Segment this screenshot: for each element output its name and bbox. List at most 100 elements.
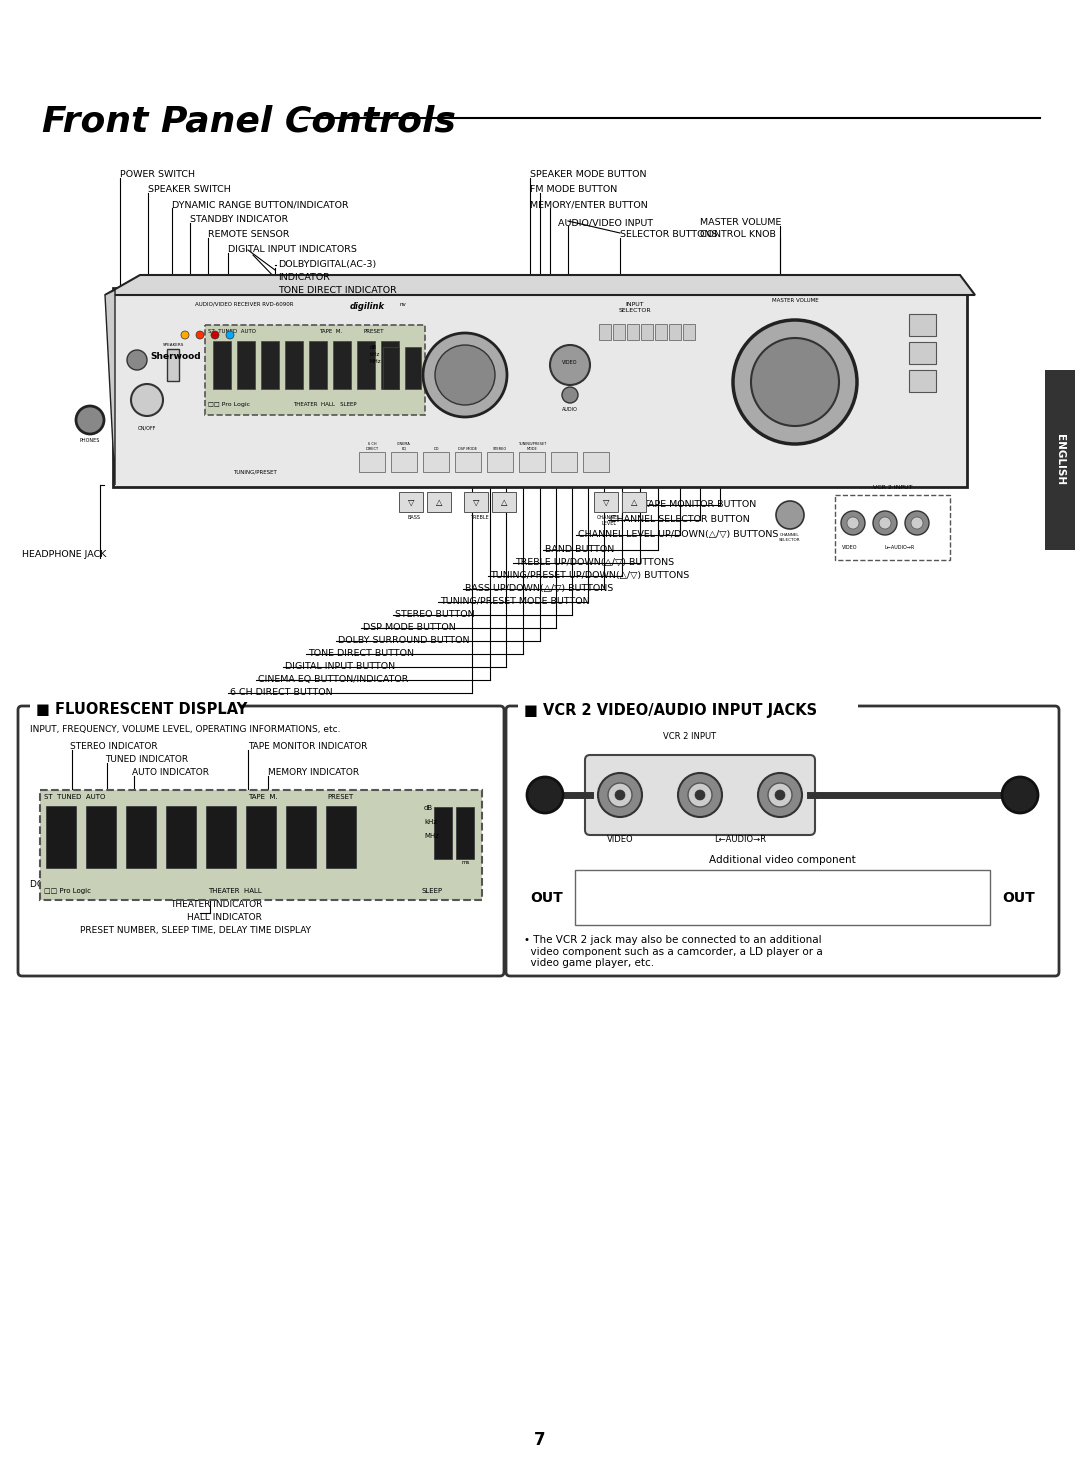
Text: STANDBY INDICATOR: STANDBY INDICATOR [190,214,288,223]
Text: ENGLISH: ENGLISH [1055,435,1065,485]
FancyBboxPatch shape [18,705,504,976]
Text: CINEMA
EQ: CINEMA EQ [397,442,410,451]
Text: ▽: ▽ [408,497,415,506]
Circle shape [879,518,891,529]
Circle shape [181,331,189,339]
Text: □□ Pro Logic: □□ Pro Logic [44,887,91,893]
Text: TUNING/PRESET UP/DOWN(△/▽) BUTTONS: TUNING/PRESET UP/DOWN(△/▽) BUTTONS [490,571,689,580]
FancyBboxPatch shape [46,806,76,868]
Text: MHz: MHz [424,833,438,839]
Text: ▽: ▽ [603,497,609,506]
Circle shape [615,790,625,800]
Text: HALL INDICATOR: HALL INDICATOR [187,913,261,921]
FancyBboxPatch shape [585,754,815,836]
FancyBboxPatch shape [654,324,667,340]
Text: PRESET: PRESET [327,794,353,800]
Text: ■ VCR 2 VIDEO/AUDIO INPUT JACKS: ■ VCR 2 VIDEO/AUDIO INPUT JACKS [524,703,818,717]
Text: DD: DD [433,447,438,451]
Circle shape [912,518,923,529]
Text: VCR 2 INPUT: VCR 2 INPUT [663,732,716,741]
FancyBboxPatch shape [383,348,399,389]
FancyBboxPatch shape [594,493,618,512]
Text: DSP MODE BUTTON: DSP MODE BUTTON [363,623,456,632]
FancyBboxPatch shape [627,324,639,340]
Text: CHANNEL
LEVEL: CHANNEL LEVEL [597,515,621,527]
Circle shape [562,387,578,402]
FancyBboxPatch shape [357,342,375,389]
Circle shape [195,331,204,339]
Circle shape [423,333,507,417]
Text: AUDIO: AUDIO [562,407,578,413]
Text: CHANNEL
SELECTOR: CHANNEL SELECTOR [779,532,800,541]
FancyBboxPatch shape [423,453,449,472]
Text: VIDEO: VIDEO [842,544,858,550]
Text: CHANNEL LEVEL UP/DOWN(△/▽) BUTTONS: CHANNEL LEVEL UP/DOWN(△/▽) BUTTONS [578,529,779,538]
Text: POWER SWITCH: POWER SWITCH [120,170,195,179]
Text: TAPE MONITOR INDICATOR: TAPE MONITOR INDICATOR [248,742,367,751]
Text: STEREO: STEREO [492,447,508,451]
Text: STEREO INDICATOR: STEREO INDICATOR [70,742,158,751]
Text: ST  TUNED  AUTO: ST TUNED AUTO [208,328,256,334]
Text: TUNING/PRESET MODE BUTTON: TUNING/PRESET MODE BUTTON [440,598,590,606]
FancyBboxPatch shape [40,790,482,901]
Text: 6 CH DIRECT BUTTON: 6 CH DIRECT BUTTON [230,688,333,697]
FancyBboxPatch shape [206,806,237,868]
FancyBboxPatch shape [835,495,950,561]
Text: Sherwood: Sherwood [150,352,201,361]
Text: CONTROL KNOB: CONTROL KNOB [700,231,775,240]
Text: INPUT, FREQUENCY, VOLUME LEVEL, OPERATING INFORMATIONS, etc.: INPUT, FREQUENCY, VOLUME LEVEL, OPERATIN… [30,725,340,734]
Circle shape [768,782,792,808]
Text: △: △ [501,497,508,506]
Circle shape [131,385,163,416]
Text: Additional video component: Additional video component [708,855,855,865]
Text: dB: dB [424,805,433,810]
Circle shape [696,790,705,800]
Circle shape [758,774,802,816]
Text: TREBLE: TREBLE [470,515,488,521]
Text: ■ FLUORESCENT DISPLAY: ■ FLUORESCENT DISPLAY [36,703,247,717]
Text: ON/OFF: ON/OFF [138,426,157,430]
Circle shape [527,776,563,813]
Text: OUT: OUT [1002,890,1035,905]
Polygon shape [105,290,114,485]
FancyBboxPatch shape [455,453,481,472]
Text: 7: 7 [535,1432,545,1449]
FancyBboxPatch shape [583,453,609,472]
Text: DOLBY(□□) PRO LOGIC INDICATOR: DOLBY(□□) PRO LOGIC INDICATOR [30,880,188,889]
FancyBboxPatch shape [456,808,474,859]
FancyBboxPatch shape [326,806,356,868]
Text: MEMORY/ENTER BUTTON: MEMORY/ENTER BUTTON [530,200,648,209]
Text: △: △ [631,497,637,506]
Text: BASS UP/DOWN(△/▽) BUTTONS: BASS UP/DOWN(△/▽) BUTTONS [465,584,613,593]
Text: △: △ [435,497,442,506]
Polygon shape [105,275,975,294]
Text: PRESET: PRESET [363,328,383,334]
Circle shape [847,518,859,529]
Text: DSP MODE: DSP MODE [459,447,477,451]
FancyBboxPatch shape [909,342,936,364]
FancyBboxPatch shape [213,342,231,389]
FancyBboxPatch shape [464,493,488,512]
Circle shape [226,331,234,339]
Text: DIGITAL INPUT INDICATORS: DIGITAL INPUT INDICATORS [228,246,356,254]
Text: OUT: OUT [530,890,563,905]
FancyBboxPatch shape [518,701,858,719]
Text: ST  TUNED  AUTO: ST TUNED AUTO [44,794,106,800]
Text: MASTER VOLUME: MASTER VOLUME [772,297,819,303]
FancyBboxPatch shape [126,806,156,868]
FancyBboxPatch shape [669,324,681,340]
Text: TAPE  M.: TAPE M. [320,328,342,334]
FancyBboxPatch shape [205,325,426,416]
Circle shape [777,501,804,529]
FancyBboxPatch shape [683,324,696,340]
Text: AUTO INDICATOR: AUTO INDICATOR [132,768,210,776]
Text: DIGITAL INPUT BUTTON: DIGITAL INPUT BUTTON [285,663,395,671]
Text: SPEAKER MODE BUTTON: SPEAKER MODE BUTTON [530,170,647,179]
FancyBboxPatch shape [599,324,611,340]
FancyBboxPatch shape [909,370,936,392]
Text: TUNING/PRESET
MODE: TUNING/PRESET MODE [518,442,546,451]
FancyBboxPatch shape [399,493,423,512]
Text: VIDEO: VIDEO [563,361,578,365]
Text: SELECTOR BUTTONS: SELECTOR BUTTONS [620,231,717,240]
Text: SPEAKERS: SPEAKERS [162,343,184,348]
